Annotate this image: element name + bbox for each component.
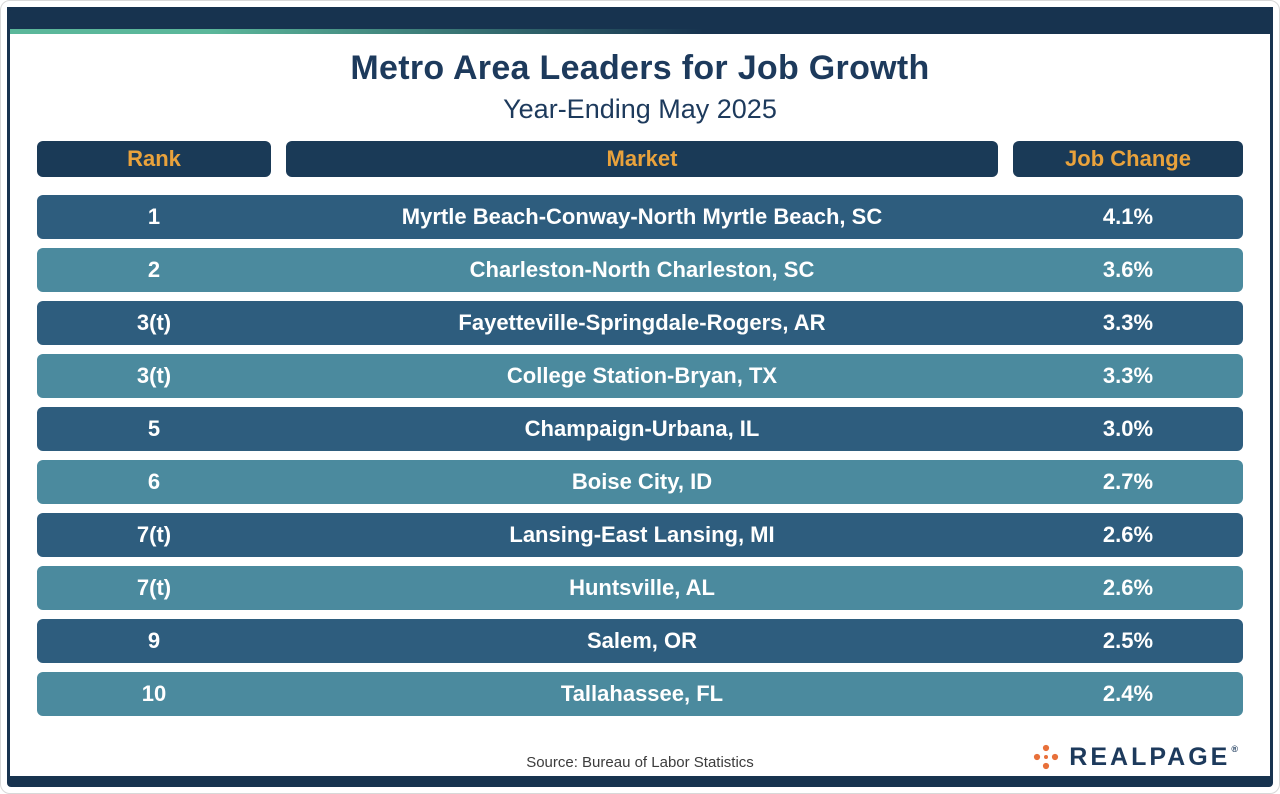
rank-cell: 9 xyxy=(147,628,161,653)
job-change-cell: 3.3% xyxy=(1102,363,1154,388)
top-border-bar xyxy=(7,7,1273,29)
job-change-cell: 2.6% xyxy=(1102,522,1154,547)
market-cell: Champaign-Urbana, IL xyxy=(524,416,760,441)
chart-title: Metro Area Leaders for Job Growth xyxy=(350,49,930,87)
table-row: 6 Boise City, ID 2.7% xyxy=(37,460,1243,504)
rank-cell: 5 xyxy=(147,416,161,441)
job-change-cell: 2.4% xyxy=(1102,681,1154,706)
table-header-row: Rank Market Job Change xyxy=(37,141,1243,177)
market-cell: Lansing-East Lansing, MI xyxy=(509,522,775,547)
market-cell: Salem, OR xyxy=(586,628,698,653)
realpage-dots-icon xyxy=(1034,744,1059,770)
market-cell: Tallahassee, FL xyxy=(560,681,724,706)
market-cell: Myrtle Beach-Conway-North Myrtle Beach, … xyxy=(401,204,883,229)
job-change-cell: 3.0% xyxy=(1102,416,1154,441)
rank-cell: 7(t) xyxy=(136,575,172,600)
table-row: 3(t) Fayetteville-Springdale-Rogers, AR … xyxy=(37,301,1243,345)
source-attribution: Source: Bureau of Labor Statistics xyxy=(526,754,754,771)
accent-line xyxy=(7,29,1273,34)
job-change-cell: 3.6% xyxy=(1102,257,1154,282)
market-cell: Huntsville, AL xyxy=(569,575,715,600)
realpage-logo: REALPAGE® xyxy=(1032,743,1241,771)
column-header-rank: Rank xyxy=(37,141,271,177)
rank-cell: 3(t) xyxy=(136,310,172,335)
market-cell: Boise City, ID xyxy=(571,469,713,494)
market-cell: Charleston-North Charleston, SC xyxy=(469,257,815,282)
rank-cell: 6 xyxy=(147,469,161,494)
job-change-cell: 4.1% xyxy=(1102,204,1154,229)
column-header-job-change: Job Change xyxy=(1013,141,1243,177)
job-change-cell: 2.6% xyxy=(1102,575,1154,600)
content-area: Metro Area Leaders for Job Growth Year-E… xyxy=(37,43,1243,725)
table-row: 7(t) Lansing-East Lansing, MI 2.6% xyxy=(37,513,1243,557)
market-cell: Fayetteville-Springdale-Rogers, AR xyxy=(458,310,826,335)
market-cell: College Station-Bryan, TX xyxy=(506,363,778,388)
realpage-wordmark: REALPAGE® xyxy=(1069,742,1241,771)
table-row: 2 Charleston-North Charleston, SC 3.6% xyxy=(37,248,1243,292)
table-row: 7(t) Huntsville, AL 2.6% xyxy=(37,566,1243,610)
chart-subtitle: Year-Ending May 2025 xyxy=(503,94,777,124)
table-row: 1 Myrtle Beach-Conway-North Myrtle Beach… xyxy=(37,195,1243,239)
job-change-cell: 2.5% xyxy=(1102,628,1154,653)
table-body: 1 Myrtle Beach-Conway-North Myrtle Beach… xyxy=(37,195,1243,716)
rank-cell: 1 xyxy=(147,204,161,229)
table-row: 9 Salem, OR 2.5% xyxy=(37,619,1243,663)
rank-cell: 3(t) xyxy=(136,363,172,388)
column-header-market: Market xyxy=(286,141,998,177)
trademark-symbol: ® xyxy=(1231,743,1241,754)
rank-cell: 10 xyxy=(141,681,167,706)
job-change-cell: 2.7% xyxy=(1102,469,1154,494)
rank-cell: 2 xyxy=(147,257,161,282)
rank-cell: 7(t) xyxy=(136,522,172,547)
table-row: 5 Champaign-Urbana, IL 3.0% xyxy=(37,407,1243,451)
table-row: 3(t) College Station-Bryan, TX 3.3% xyxy=(37,354,1243,398)
job-change-cell: 3.3% xyxy=(1102,310,1154,335)
table-row: 10 Tallahassee, FL 2.4% xyxy=(37,672,1243,716)
